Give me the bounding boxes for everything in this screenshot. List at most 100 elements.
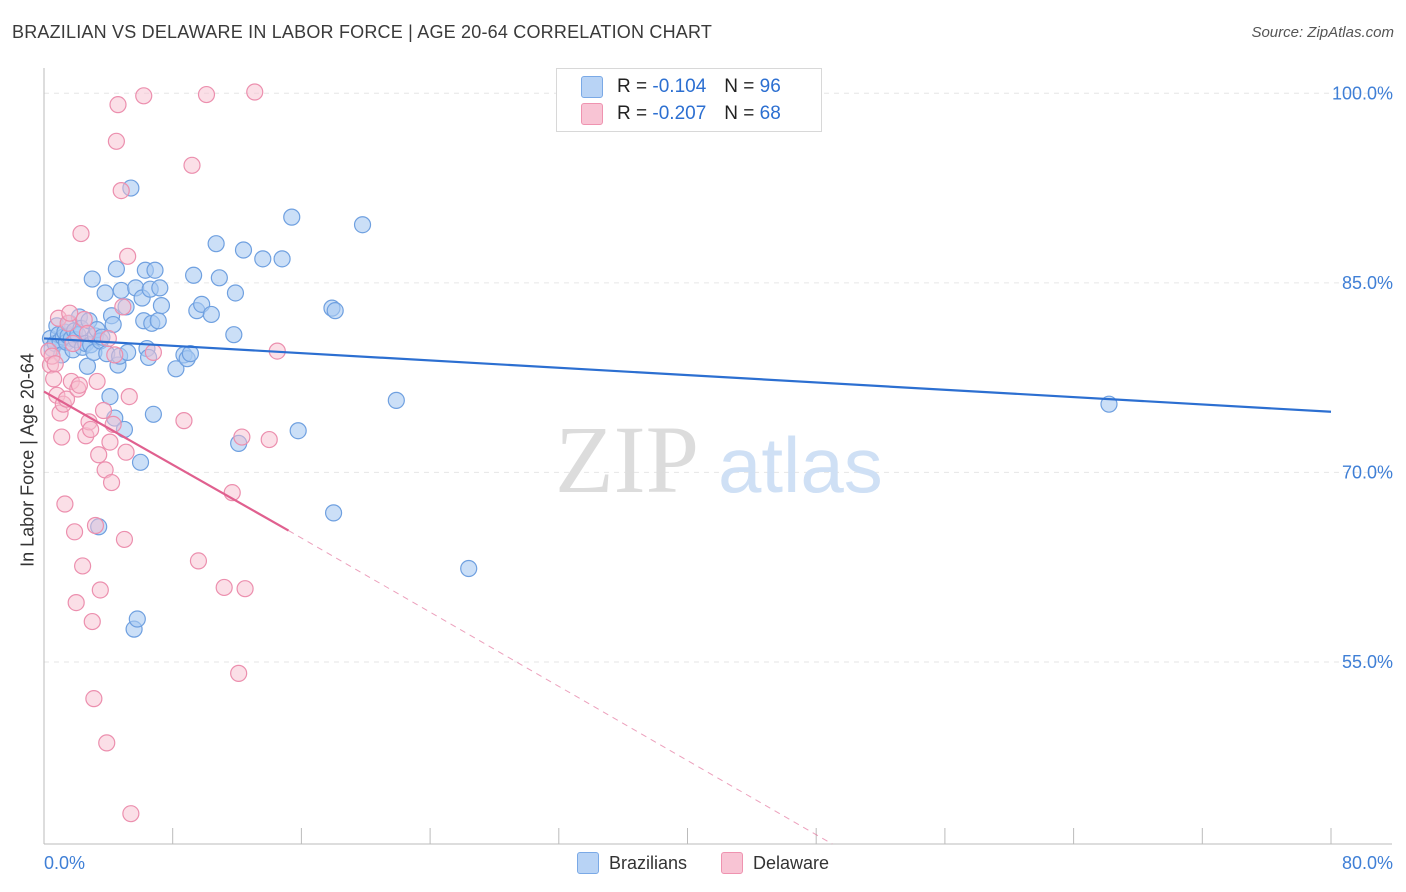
point-brazilians: [210, 269, 228, 287]
point-delaware: [90, 446, 108, 464]
point-delaware: [82, 420, 100, 439]
point-delaware: [91, 581, 109, 599]
x-tick-label: 0.0%: [44, 853, 85, 873]
point-delaware: [45, 370, 63, 388]
point-brazilians: [324, 504, 343, 522]
point-delaware: [135, 87, 153, 105]
point-delaware: [114, 298, 132, 316]
point-delaware: [215, 578, 233, 597]
point-delaware: [88, 372, 106, 391]
chart-title: BRAZILIAN VS DELAWARE IN LABOR FORCE | A…: [12, 22, 713, 42]
point-delaware: [101, 433, 119, 451]
point-delaware: [74, 557, 92, 575]
point-brazilians: [112, 281, 130, 300]
point-delaware: [230, 664, 248, 682]
point-brazilians: [225, 326, 243, 344]
point-brazilians: [107, 260, 125, 278]
r-label: R =: [617, 76, 648, 97]
source-label: Source: ZipAtlas.com: [1251, 24, 1394, 41]
axes: [43, 68, 1392, 845]
r-label: R =: [617, 103, 648, 124]
stats-legend: R = -0.104 N = 96 R = -0.207 N = 68: [556, 68, 822, 132]
y-axis-label: In Labor Force | Age 20-64: [17, 353, 38, 567]
point-delaware: [189, 552, 208, 570]
x-tick-label: 80.0%: [1342, 853, 1393, 873]
point-delaware: [70, 376, 88, 394]
point-delaware: [144, 343, 162, 361]
r-value: -0.104: [652, 76, 707, 97]
point-delaware: [233, 428, 251, 446]
stats-row-brazilians: R = -0.104 N = 96: [581, 76, 781, 98]
point-brazilians: [181, 345, 199, 363]
n-label: N =: [724, 103, 755, 124]
point-brazilians: [202, 305, 220, 324]
trend-line-delaware-extrapolated: [288, 530, 833, 845]
point-brazilians: [152, 297, 171, 315]
point-brazilians: [144, 405, 162, 423]
point-delaware: [119, 247, 137, 265]
r-value: -0.207: [652, 103, 707, 124]
point-delaware: [86, 516, 105, 535]
point-delaware: [106, 346, 124, 364]
trend-line-delaware: [43, 390, 290, 532]
point-brazilians: [353, 216, 372, 234]
point-brazilians: [226, 284, 245, 302]
trend-line-brazilians: [43, 337, 1332, 413]
point-delaware: [112, 181, 130, 200]
point-brazilians: [131, 453, 150, 471]
watermark-zip: ZIP: [555, 406, 699, 513]
point-brazilians: [283, 208, 301, 226]
delaware-swatch: [720, 852, 743, 874]
point-delaware: [107, 132, 125, 150]
point-delaware: [61, 304, 79, 322]
n-value: 96: [759, 76, 781, 97]
point-delaware: [122, 805, 140, 823]
trend-lines: [43, 337, 1332, 845]
point-brazilians: [167, 360, 185, 378]
point-brazilians: [128, 610, 146, 628]
series-legend: Brazilians Delaware: [0, 852, 1406, 874]
point-brazilians: [326, 302, 344, 320]
point-delaware: [83, 612, 101, 631]
point-delaware: [65, 523, 84, 541]
brazilians-swatch: [576, 852, 599, 874]
point-delaware: [78, 324, 97, 343]
point-brazilians: [151, 279, 169, 297]
point-brazilians: [387, 391, 405, 409]
point-delaware: [64, 334, 82, 353]
y-tick-label: 85.0%: [1342, 273, 1393, 293]
point-delaware: [46, 355, 64, 373]
legend-item-brazilians[interactable]: Brazilians: [576, 852, 687, 874]
watermark-atlas: atlas: [718, 421, 883, 509]
point-delaware: [75, 310, 93, 329]
tick-labels: 100.0% 85.0% 70.0% 55.0% 0.0% 80.0%: [44, 83, 1393, 873]
point-brazilians: [78, 357, 97, 375]
y-tick-label: 55.0%: [1342, 652, 1393, 672]
series-delaware: [40, 83, 286, 823]
point-brazilians: [185, 266, 203, 284]
point-delaware: [94, 401, 113, 420]
point-brazilians: [207, 235, 225, 253]
brazilians-swatch: [581, 76, 603, 98]
point-delaware: [85, 690, 103, 708]
point-delaware: [99, 329, 117, 348]
point-brazilians: [149, 312, 167, 330]
stats-row-delaware: R = -0.207 N = 68: [581, 103, 781, 125]
point-brazilians: [460, 559, 478, 578]
point-delaware: [98, 734, 116, 752]
point-brazilians: [234, 241, 253, 259]
point-delaware: [117, 443, 135, 461]
point-brazilians: [96, 284, 114, 302]
legend-item-delaware[interactable]: Delaware: [720, 852, 830, 874]
legend-label: Delaware: [752, 852, 830, 873]
point-delaware: [115, 530, 134, 549]
point-delaware: [183, 156, 201, 174]
y-tick-label: 70.0%: [1342, 462, 1393, 482]
point-brazilians: [273, 250, 291, 268]
point-delaware: [53, 428, 71, 446]
n-value: 68: [759, 103, 781, 124]
y-tick-label: 100.0%: [1332, 83, 1393, 103]
point-brazilians: [146, 261, 164, 279]
point-delaware: [175, 412, 193, 430]
